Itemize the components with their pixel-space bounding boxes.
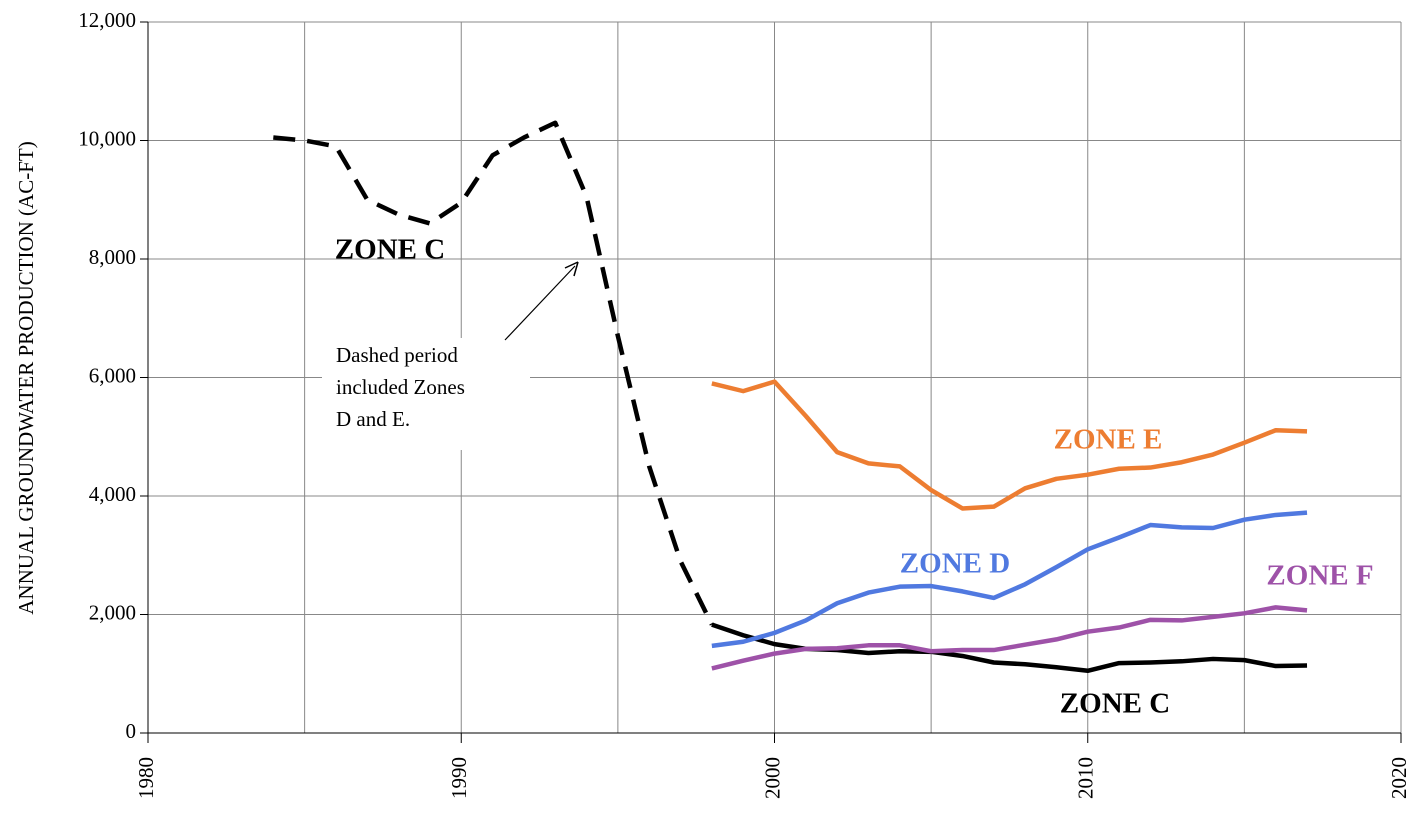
y-tick-label: 2,000 [89,600,136,624]
annotation: D and E. [336,407,410,431]
series-line [711,379,1308,511]
arrow [504,265,576,341]
annotation: included Zones [336,375,465,399]
series-label: ZONE C [1060,688,1170,720]
x-tick-label: 2000 [760,757,784,799]
x-tick-label: 1990 [447,757,471,799]
y-tick-label: 6,000 [89,363,136,387]
annotation: Dashed period [336,343,458,367]
y-axis-label: ANNUAL GROUNDWATER PRODUCTION (AC-FT) [14,141,38,614]
series-line [711,510,1308,649]
y-tick-label: 8,000 [89,245,136,269]
x-tick-label: 1980 [134,757,158,799]
y-tick-label: 12,000 [78,8,136,32]
y-tick-label: 10,000 [78,126,136,150]
arrow-head [564,261,579,277]
series-label: ZONE F [1266,560,1373,592]
y-tick-label: 4,000 [89,482,136,506]
y-tick-label: 0 [126,719,137,743]
series-label: ZONE E [1054,424,1163,456]
x-tick-label: 2010 [1074,757,1098,799]
series-label: ZONE C [335,234,445,266]
series-label: ZONE D [900,548,1010,580]
x-tick-label: 2020 [1387,757,1411,799]
series-line [273,120,714,626]
series-line [711,605,1308,671]
annotation-box [322,338,530,450]
